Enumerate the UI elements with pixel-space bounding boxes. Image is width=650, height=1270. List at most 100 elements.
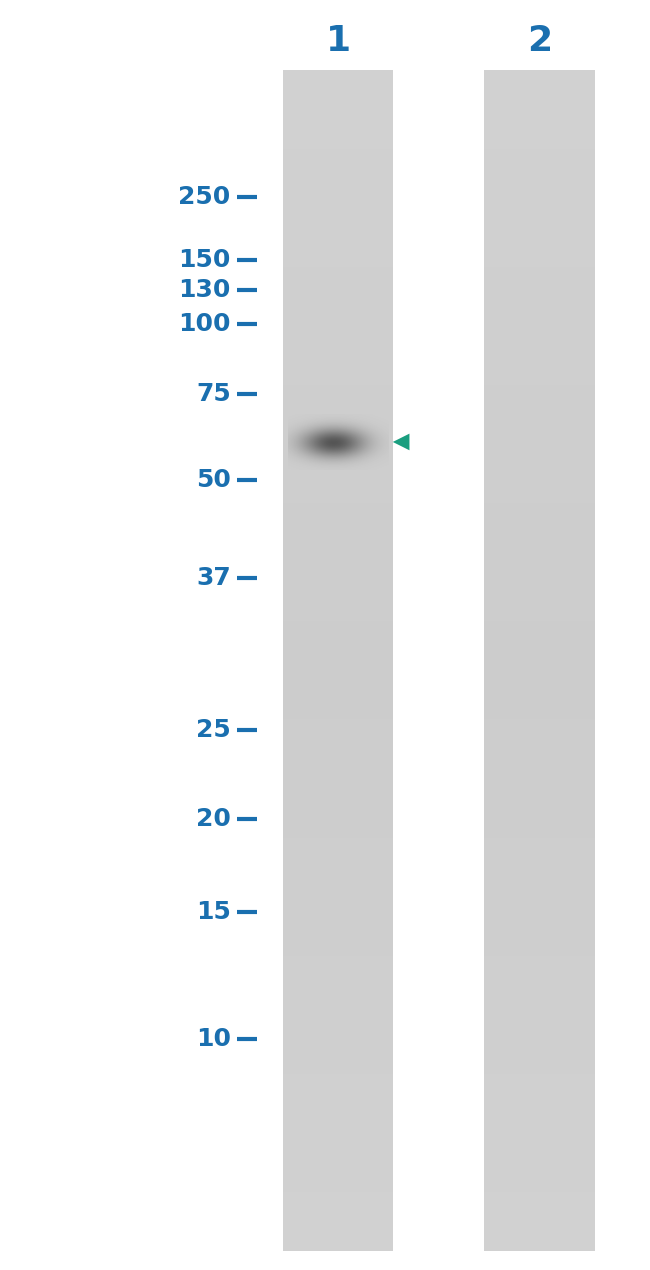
Bar [283,1191,393,1212]
Bar [484,444,595,464]
Text: 1: 1 [326,24,350,57]
Bar [283,424,393,444]
Bar [283,542,393,561]
Bar [484,130,595,149]
Bar [283,306,393,326]
Bar [283,660,393,681]
Bar [283,621,393,640]
Bar [283,582,393,602]
Bar [283,188,393,207]
Bar [484,956,595,975]
Bar [283,464,393,484]
Text: 20: 20 [196,808,231,831]
Bar [283,1212,393,1232]
Bar [283,1172,393,1191]
Bar [484,975,595,996]
Bar [283,70,393,89]
Bar [283,523,393,542]
Bar [484,1015,595,1035]
Bar [283,246,393,267]
Bar [283,838,393,857]
Bar [484,366,595,385]
Bar [283,345,393,366]
Bar [484,1191,595,1212]
Bar [484,561,595,582]
Bar [283,936,393,956]
Bar [283,503,393,523]
Bar [283,227,393,246]
Text: 100: 100 [178,312,231,335]
Bar [484,917,595,936]
Bar [283,287,393,306]
Bar [283,700,393,719]
Bar [283,640,393,660]
Bar [283,799,393,818]
Bar [484,1212,595,1232]
Text: 2: 2 [527,24,552,57]
Bar [484,188,595,207]
Bar [283,90,393,109]
Bar [484,621,595,640]
Bar [283,267,393,287]
Text: 50: 50 [196,469,231,491]
Bar [484,660,595,681]
Bar [484,640,595,660]
Bar [283,975,393,996]
Bar [283,897,393,917]
Bar [283,779,393,799]
Bar [484,936,595,956]
Bar [484,878,595,897]
Bar [283,207,393,227]
Bar [283,1015,393,1035]
Bar [283,109,393,130]
Bar [283,561,393,582]
Bar [283,1231,393,1251]
Bar [283,385,393,404]
Bar [484,464,595,484]
Bar [484,207,595,227]
Bar [484,345,595,366]
Bar [484,70,595,89]
Text: 10: 10 [196,1027,231,1050]
Text: 150: 150 [178,249,231,272]
Bar [484,700,595,719]
Bar [283,483,393,503]
Bar [484,897,595,917]
Bar [484,246,595,267]
Bar [283,739,393,759]
Bar [484,1172,595,1191]
Bar [484,1231,595,1251]
Bar [283,878,393,897]
Text: 75: 75 [196,382,231,405]
Bar [484,779,595,799]
Bar [484,385,595,404]
Bar [484,169,595,188]
Bar [484,996,595,1015]
Bar [484,404,595,424]
Bar [283,444,393,464]
Bar [283,818,393,838]
Bar [484,719,595,739]
Bar [283,326,393,345]
Text: 25: 25 [196,719,231,742]
Bar [484,287,595,306]
Text: 250: 250 [179,185,231,208]
Bar [283,169,393,188]
Bar [484,1074,595,1093]
Bar [283,1074,393,1093]
Bar [283,996,393,1015]
Bar [283,601,393,621]
Bar [484,1054,595,1074]
Bar [283,1054,393,1074]
Bar [484,838,595,857]
Bar [484,149,595,168]
Bar [283,1093,393,1113]
Bar [283,1034,393,1054]
Bar [484,1093,595,1113]
Bar [484,1113,595,1133]
Bar [484,542,595,561]
Bar [283,366,393,385]
Text: 37: 37 [196,566,231,589]
Bar [484,109,595,130]
Bar [484,503,595,523]
